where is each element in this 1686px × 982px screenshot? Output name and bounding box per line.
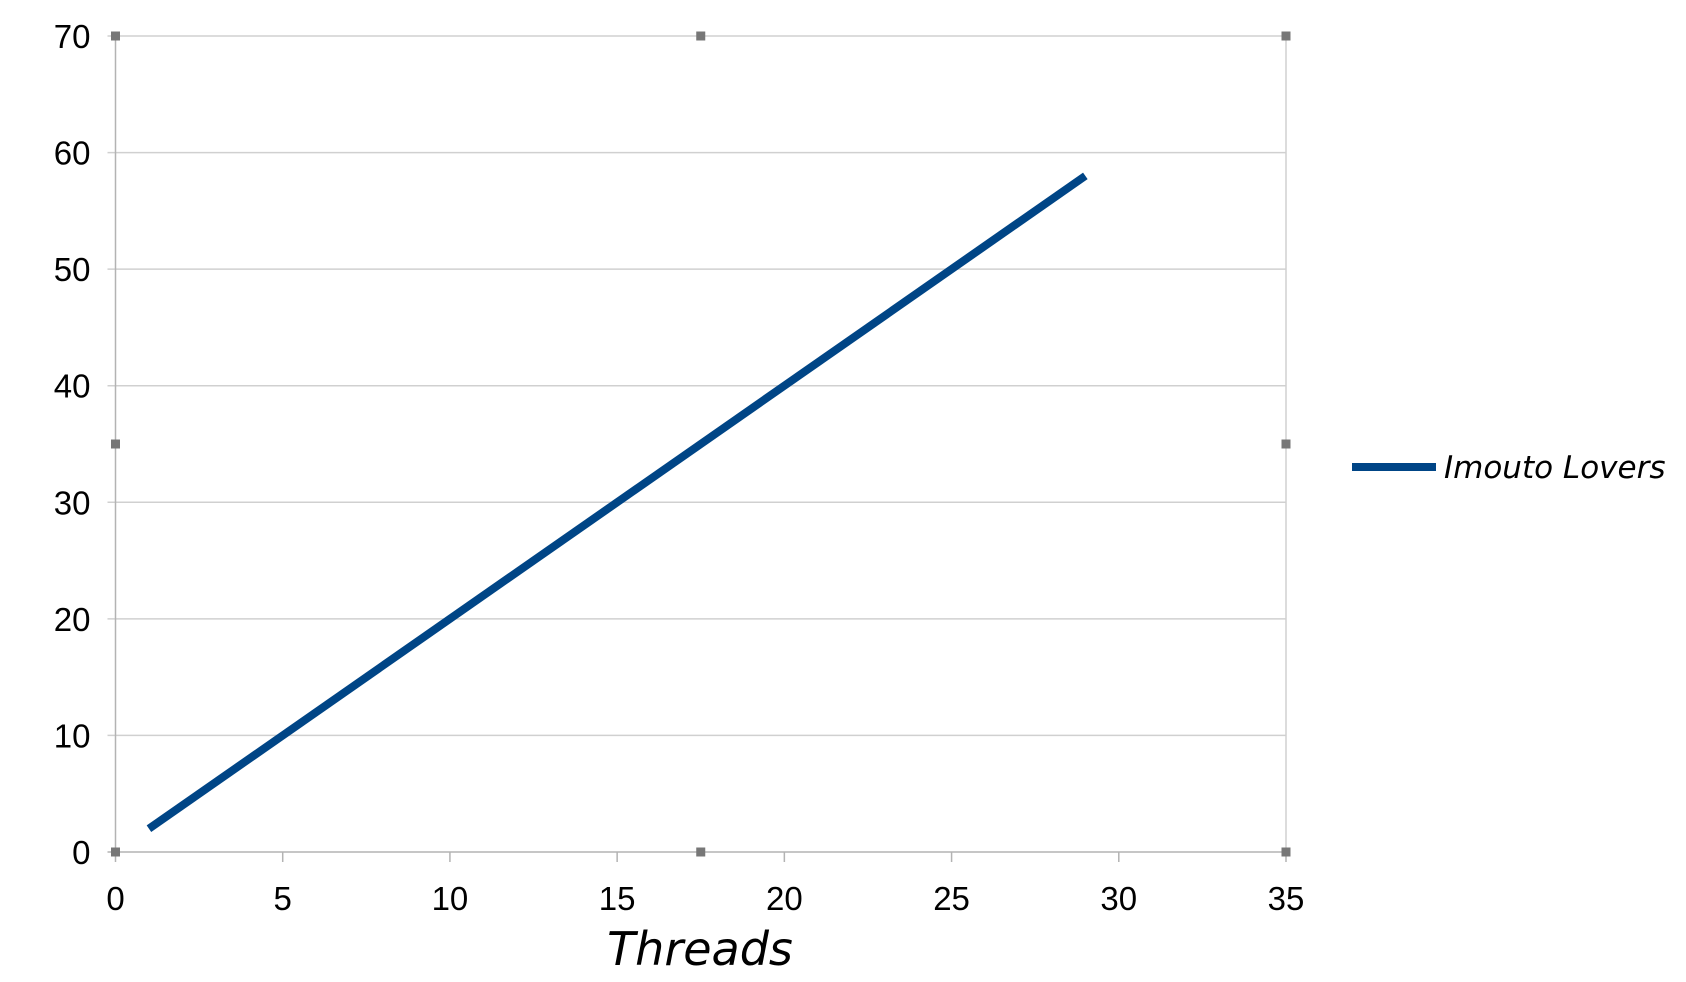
x-tick-label: 0 [106, 880, 124, 917]
x-tick-label: 20 [766, 880, 803, 917]
y-tick-label: 60 [54, 135, 91, 172]
selection-handle [1281, 31, 1291, 41]
y-tick-label: 50 [54, 251, 91, 288]
y-tick-label: 0 [72, 834, 90, 871]
tick-labels: 0 10 20 30 40 50 60 70 0 5 10 15 20 25 30 35 [54, 18, 1305, 917]
x-tick-label: 5 [274, 880, 292, 917]
selection-handle [111, 31, 120, 41]
x-tick-label: 35 [1268, 880, 1305, 917]
selection-handle [696, 31, 706, 41]
x-axis-label: Threads [607, 922, 793, 976]
selection-handle [696, 847, 706, 857]
selection-handle [1281, 847, 1291, 857]
selection-handle [1281, 439, 1291, 449]
selection-handle [111, 847, 120, 857]
y-tick-label: 30 [54, 484, 91, 521]
selection-handles [111, 31, 1291, 857]
y-tick-label: 20 [54, 601, 91, 638]
series-lines [146, 172, 1088, 832]
legend: Imouto Lovers [1352, 450, 1665, 486]
y-tick-label: 40 [54, 368, 91, 405]
x-tick-label: 30 [1100, 880, 1137, 917]
series-line [146, 172, 1088, 832]
y-tick-label: 10 [54, 717, 91, 754]
x-tick-label: 10 [432, 880, 469, 917]
selection-handle [111, 439, 120, 449]
x-tick-label: 15 [599, 880, 636, 917]
legend-label: Imouto Lovers [1444, 450, 1665, 486]
x-tick-label: 25 [933, 880, 970, 917]
y-tick-label: 70 [54, 18, 91, 55]
